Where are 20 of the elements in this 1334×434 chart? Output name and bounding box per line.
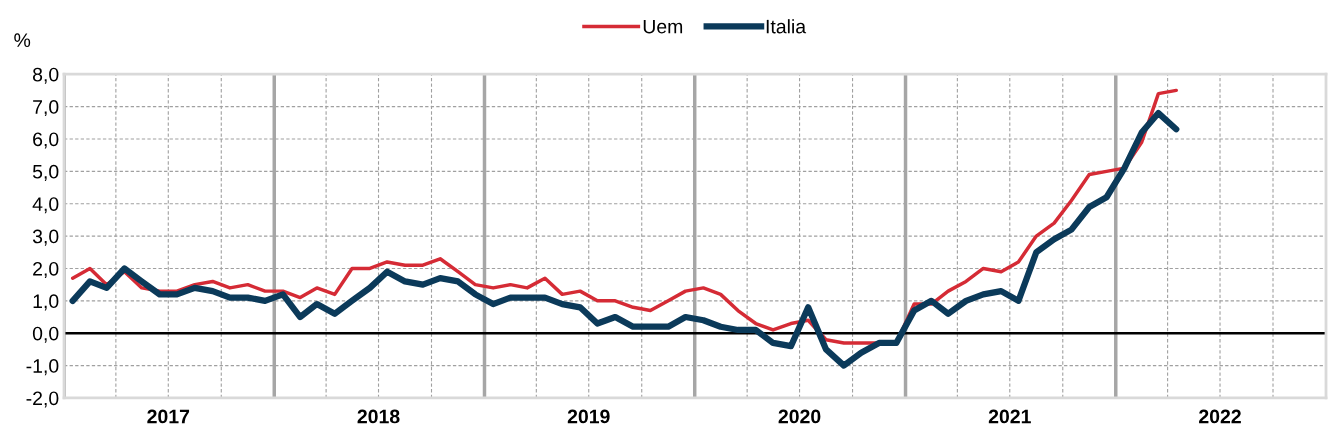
x-tick-label: 2017 bbox=[147, 409, 190, 424]
y-axis-title: % bbox=[14, 33, 31, 47]
legend-label: Uem bbox=[643, 19, 683, 34]
x-tick-label: 2020 bbox=[778, 409, 821, 424]
y-tick-label: 0,0 bbox=[32, 326, 59, 343]
y-tick-label: 6,0 bbox=[33, 132, 59, 149]
x-tick-label: 2021 bbox=[988, 409, 1031, 424]
y-tick-label: 2,0 bbox=[33, 261, 59, 279]
x-tick-label: 2019 bbox=[567, 409, 610, 424]
legend-label: Italia bbox=[766, 19, 807, 34]
y-tick-label: -1,0 bbox=[26, 359, 59, 376]
y-tick-label: 1,0 bbox=[33, 294, 59, 311]
y-tick-label: 3,0 bbox=[32, 229, 59, 246]
y-tick-label: 7,0 bbox=[33, 100, 59, 117]
y-tick-label: -2,0 bbox=[26, 391, 59, 408]
y-tick-label: 4,0 bbox=[32, 197, 59, 214]
x-tick-label: 2022 bbox=[1199, 409, 1241, 424]
x-tick-label: 2018 bbox=[357, 409, 400, 424]
y-tick-label: 5,0 bbox=[32, 164, 59, 181]
y-tick-label: 8,0 bbox=[32, 67, 59, 84]
